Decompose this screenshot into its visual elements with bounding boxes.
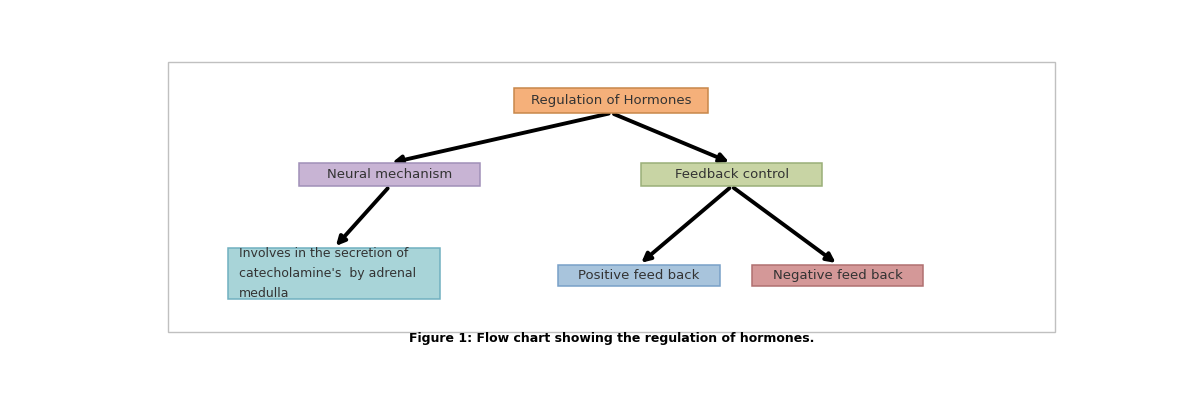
FancyBboxPatch shape [299,163,480,186]
Text: Positive feed back: Positive feed back [579,269,700,282]
Text: Figure 1: Flow chart showing the regulation of hormones.: Figure 1: Flow chart showing the regulat… [409,332,814,344]
FancyBboxPatch shape [558,265,721,286]
FancyBboxPatch shape [514,88,709,113]
FancyBboxPatch shape [228,248,440,299]
Text: Feedback control: Feedback control [674,168,789,181]
Text: Negative feed back: Negative feed back [773,269,903,282]
FancyBboxPatch shape [642,163,822,186]
Text: Regulation of Hormones: Regulation of Hormones [531,94,692,107]
Text: Neural mechanism: Neural mechanism [327,168,452,181]
Text: Involves in the secretion of
catecholamine's  by adrenal
medulla: Involves in the secretion of catecholami… [239,247,416,300]
FancyBboxPatch shape [753,265,923,286]
